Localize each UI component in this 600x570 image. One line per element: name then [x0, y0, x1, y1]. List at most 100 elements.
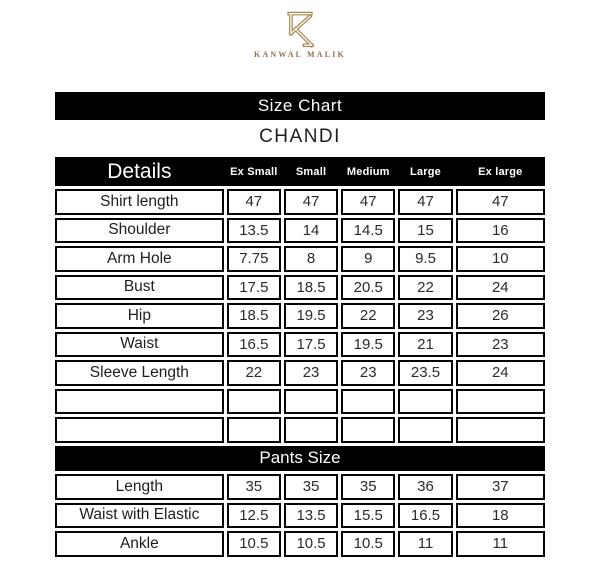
row-value: 23: [341, 360, 396, 386]
row-label: Waist with Elastic: [55, 502, 224, 528]
header-small: Small: [283, 157, 339, 186]
row-label: Ankle: [55, 531, 224, 557]
row-value: 10.5: [283, 531, 339, 557]
row-value: 37: [455, 474, 545, 500]
product-name: CHANDI: [259, 126, 341, 147]
row-value: 47: [226, 189, 281, 215]
pants-size-banner: Pants Size: [55, 445, 545, 471]
row-value: 35: [341, 474, 396, 500]
row-value: 21: [398, 331, 453, 357]
header-details: Details: [55, 157, 224, 186]
row-value: 19.5: [341, 331, 396, 357]
row-value: 47: [398, 189, 453, 215]
row-value: 35: [283, 474, 339, 500]
table-header-row: Details Ex Small Small Medium Large Ex l…: [55, 157, 545, 186]
row-value: 12.5: [226, 502, 281, 528]
row-value: 18: [455, 502, 545, 528]
row-value: 10.5: [341, 531, 396, 557]
row-value: 7.75: [226, 246, 281, 272]
row-value: 23: [455, 331, 545, 357]
row-value: 36: [398, 474, 453, 500]
row-value: 16: [455, 217, 545, 243]
header-ex-small: Ex Small: [226, 157, 281, 186]
row-value: [226, 417, 281, 443]
row-label: [55, 388, 224, 414]
pants-size-banner-label: Pants Size: [259, 448, 341, 468]
row-value: 23: [283, 360, 339, 386]
row-value: 18.5: [283, 274, 339, 300]
header-ex-large: Ex large: [455, 157, 545, 186]
table-row: Waist with Elastic 12.5 13.5 15.5 16.5 18: [55, 502, 545, 528]
row-value: 19.5: [283, 303, 339, 329]
table-row: Bust 17.5 18.5 20.5 22 24: [55, 274, 545, 300]
row-value: [455, 388, 545, 414]
row-value: 15.5: [341, 502, 396, 528]
row-label: Arm Hole: [55, 246, 224, 272]
row-value: 11: [455, 531, 545, 557]
table-row: Waist 16.5 17.5 19.5 21 23: [55, 331, 545, 357]
row-value: 24: [455, 360, 545, 386]
row-value: 17.5: [283, 331, 339, 357]
row-value: 47: [341, 189, 396, 215]
row-value: 16.5: [226, 331, 281, 357]
row-label: Sleeve Length: [55, 360, 224, 386]
table-row: [55, 417, 545, 443]
table-row: Ankle 10.5 10.5 10.5 11 11: [55, 531, 545, 557]
row-value: [283, 388, 339, 414]
row-value: [341, 417, 396, 443]
table-row: Hip 18.5 19.5 22 23 26: [55, 303, 545, 329]
row-value: [398, 417, 453, 443]
row-value: 14.5: [341, 217, 396, 243]
size-chart-banner-label: Size Chart: [257, 96, 343, 115]
header-large: Large: [398, 157, 453, 186]
row-value: 14: [283, 217, 339, 243]
row-label: [55, 417, 224, 443]
row-value: 22: [226, 360, 281, 386]
row-value: 11: [398, 531, 453, 557]
row-value: 9.5: [398, 246, 453, 272]
row-label: Shoulder: [55, 217, 224, 243]
row-value: 17.5: [226, 274, 281, 300]
row-value: 47: [283, 189, 339, 215]
table-row: Length 35 35 35 36 37: [55, 474, 545, 500]
row-value: 23: [398, 303, 453, 329]
table-row: Shirt length 47 47 47 47 47: [55, 189, 545, 215]
row-value: [283, 417, 339, 443]
table-row: [55, 388, 545, 414]
row-value: 13.5: [283, 502, 339, 528]
table-row: Sleeve Length 22 23 23 23.5 24: [55, 360, 545, 386]
row-value: 26: [455, 303, 545, 329]
row-value: 23.5: [398, 360, 453, 386]
header-medium: Medium: [341, 157, 396, 186]
row-value: 22: [398, 274, 453, 300]
row-value: 47: [455, 189, 545, 215]
row-value: 18.5: [226, 303, 281, 329]
row-value: 35: [226, 474, 281, 500]
row-value: 9: [341, 246, 396, 272]
row-value: [398, 388, 453, 414]
row-value: 8: [283, 246, 339, 272]
brand-monogram-icon: [287, 11, 315, 48]
row-value: 16.5: [398, 502, 453, 528]
row-value: 15: [398, 217, 453, 243]
brand-name: KANWAL MALIK: [254, 50, 346, 59]
row-label: Shirt length: [55, 189, 224, 215]
row-value: 10: [455, 246, 545, 272]
row-value: [226, 388, 281, 414]
size-chart-banner: Size Chart: [55, 92, 545, 120]
table-row: Arm Hole 7.75 8 9 9.5 10: [55, 246, 545, 272]
row-value: 20.5: [341, 274, 396, 300]
row-label: Waist: [55, 331, 224, 357]
size-table: Details Ex Small Small Medium Large Ex l…: [55, 157, 545, 557]
row-value: [455, 417, 545, 443]
row-label: Hip: [55, 303, 224, 329]
row-value: 13.5: [226, 217, 281, 243]
row-value: 24: [455, 274, 545, 300]
table-row: Shoulder 13.5 14 14.5 15 16: [55, 217, 545, 243]
row-value: [341, 388, 396, 414]
row-value: 22: [341, 303, 396, 329]
row-value: 10.5: [226, 531, 281, 557]
brand-logo: KANWAL MALIK: [0, 10, 600, 59]
row-label: Length: [55, 474, 224, 500]
